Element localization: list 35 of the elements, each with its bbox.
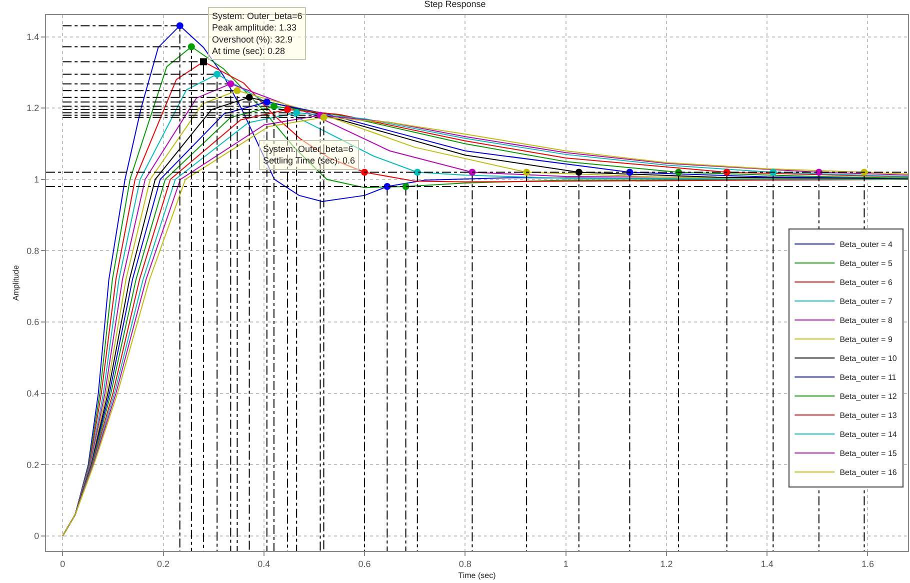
legend-label: Beta_outer = 12 [840, 392, 898, 402]
x-tick-label: 1.4 [760, 558, 774, 569]
legend-label: Beta_outer = 9 [840, 335, 893, 344]
y-tick-label: 1 [34, 174, 40, 185]
legend-label: Beta_outer = 7 [840, 297, 893, 306]
y-tick-label: 1.2 [26, 103, 40, 114]
legend-label: Beta_outer = 6 [840, 278, 893, 288]
x-tick-label: 0.2 [156, 558, 170, 569]
legend-label: Beta_outer = 16 [840, 468, 898, 478]
chart-title: Step Response [424, 0, 486, 9]
y-axis-title: Amplitude [11, 264, 20, 301]
y-tick-label: 0.6 [26, 317, 40, 328]
legend-label: Beta_outer = 13 [840, 411, 898, 420]
y-tick-label: 0.4 [26, 388, 40, 399]
y-tick-label: 0.2 [26, 460, 40, 470]
x-tick-label: 1.2 [660, 558, 673, 569]
legend-label: Beta_outer = 4 [840, 240, 893, 250]
y-tick-label: 0 [34, 531, 40, 542]
x-tick-label: 1 [563, 558, 568, 569]
x-axis-title: Time (sec) [458, 570, 496, 580]
y-tick-label: 0.8 [26, 246, 40, 256]
legend-label: Beta_outer = 8 [840, 316, 893, 326]
legend-label: Beta_outer = 5 [840, 259, 893, 268]
x-tick-label: 0 [60, 558, 66, 569]
x-tick-label: 1.6 [861, 558, 874, 569]
x-tick-label: 0.6 [358, 558, 371, 569]
legend-label: Beta_outer = 15 [840, 449, 898, 458]
annotation: System: Outer_beta=6 Settling Time (sec): 0.6 [263, 144, 356, 166]
legend-label: Beta_outer = 11 [840, 373, 897, 382]
x-tick-label: 0.4 [258, 558, 270, 569]
y-tick-label: 1.4 [26, 32, 40, 42]
legend-label: Beta_outer = 14 [840, 430, 898, 440]
annotation: System: Outer_beta=6 Peak amplitude: 1.33 Overshoot (%): 32.9 At time (sec): 0.28 [212, 11, 302, 56]
legend-label: Beta_outer = 10 [840, 354, 898, 364]
x-tick-label: 0.8 [458, 558, 472, 569]
